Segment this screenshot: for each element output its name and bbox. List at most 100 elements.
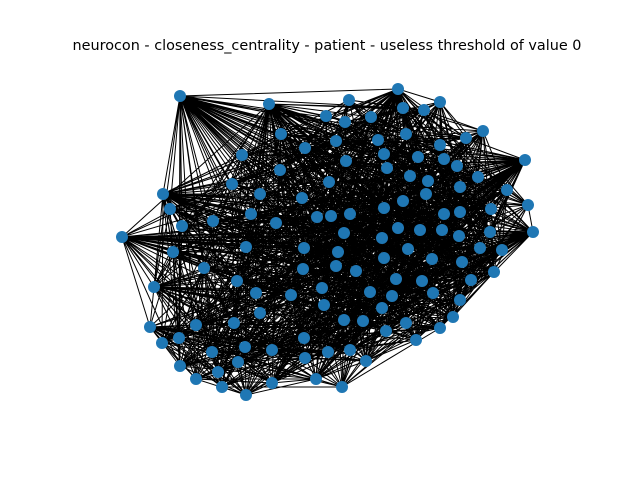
- graph-node: [404, 170, 416, 182]
- graph-node: [212, 366, 224, 378]
- graph-node: [472, 171, 484, 183]
- graph-node: [232, 356, 244, 368]
- graph-node: [527, 226, 539, 238]
- graph-node: [484, 226, 496, 238]
- graph-node: [434, 322, 446, 334]
- graph-node: [400, 317, 412, 329]
- graph-node: [344, 344, 356, 356]
- graph-node: [190, 319, 202, 331]
- graph-node: [438, 208, 450, 220]
- graph-node: [420, 188, 432, 200]
- graph-node: [522, 199, 534, 211]
- graph-node: [519, 154, 531, 166]
- graph-node: [144, 321, 156, 333]
- graph-node: [206, 346, 218, 358]
- node-layer: [116, 83, 539, 401]
- graph-node: [332, 246, 344, 258]
- graph-node: [496, 244, 508, 256]
- graph-node: [416, 275, 428, 287]
- graph-node: [343, 94, 355, 106]
- edge-layer: [121, 88, 534, 396]
- graph-node: [270, 217, 282, 229]
- graph-node: [310, 373, 322, 385]
- graph-node: [336, 381, 348, 393]
- graph-node: [392, 222, 404, 234]
- graph-node: [148, 281, 160, 293]
- graph-node: [434, 96, 446, 108]
- graph-node: [474, 242, 486, 254]
- graph-node: [236, 149, 248, 161]
- graph-node: [266, 377, 278, 389]
- graph-node: [376, 302, 388, 314]
- graph-node: [426, 253, 438, 265]
- graph-node: [456, 256, 468, 268]
- graph-node: [418, 104, 430, 116]
- graph-node: [381, 162, 393, 174]
- graph-node: [360, 355, 372, 367]
- graph-node: [454, 294, 466, 306]
- graph-node: [453, 230, 465, 242]
- graph-node: [198, 262, 210, 274]
- graph-node: [299, 142, 311, 154]
- graph-node: [451, 160, 463, 172]
- graph-node: [228, 317, 240, 329]
- graph-node: [488, 266, 500, 278]
- graph-node: [254, 307, 266, 319]
- graph-node: [231, 275, 243, 287]
- graph-node: [380, 325, 392, 337]
- graph-node: [447, 311, 459, 323]
- graph-node: [422, 175, 434, 187]
- graph-node: [240, 241, 252, 253]
- graph-node: [477, 125, 489, 137]
- graph-node: [297, 263, 309, 275]
- graph-node: [330, 260, 342, 272]
- graph-node: [245, 208, 257, 220]
- graph-node: [412, 151, 424, 163]
- graph-node: [298, 332, 310, 344]
- graph-node: [174, 90, 186, 102]
- graph-node: [339, 116, 351, 128]
- graph-node: [485, 203, 497, 215]
- graph-node: [364, 286, 376, 298]
- graph-node: [378, 148, 390, 160]
- graph-node: [263, 98, 275, 110]
- graph-node: [190, 373, 202, 385]
- graph-node: [465, 274, 477, 286]
- graph-node: [400, 128, 412, 140]
- graph-node: [414, 224, 426, 236]
- graph-node: [392, 83, 404, 95]
- graph-node: [390, 273, 402, 285]
- graph-node: [338, 227, 350, 239]
- graph-node: [365, 111, 377, 123]
- graph-node: [239, 341, 251, 353]
- graph-node: [216, 381, 228, 393]
- graph-node: [156, 337, 168, 349]
- graph-node: [434, 139, 446, 151]
- graph-node: [207, 215, 219, 227]
- graph-node: [285, 289, 297, 301]
- graph-node: [501, 184, 513, 196]
- graph-node: [299, 352, 311, 364]
- graph-node: [338, 314, 350, 326]
- graph-node: [320, 110, 332, 122]
- graph-node: [157, 188, 169, 200]
- graph-node: [427, 287, 439, 299]
- graph-node: [372, 134, 384, 146]
- graph-node: [454, 181, 466, 193]
- graph-node: [402, 243, 414, 255]
- graph-node: [298, 242, 310, 254]
- graph-node: [311, 211, 323, 223]
- graph-node: [173, 332, 185, 344]
- graph-node: [344, 208, 356, 220]
- graph-node: [274, 164, 286, 176]
- graph-node: [386, 290, 398, 302]
- graph-node: [275, 128, 287, 140]
- graph-node: [116, 231, 128, 243]
- graph-node: [240, 389, 252, 401]
- graph-node: [254, 188, 266, 200]
- graph-node: [316, 282, 328, 294]
- graph-node: [357, 315, 369, 327]
- graph-node: [323, 176, 335, 188]
